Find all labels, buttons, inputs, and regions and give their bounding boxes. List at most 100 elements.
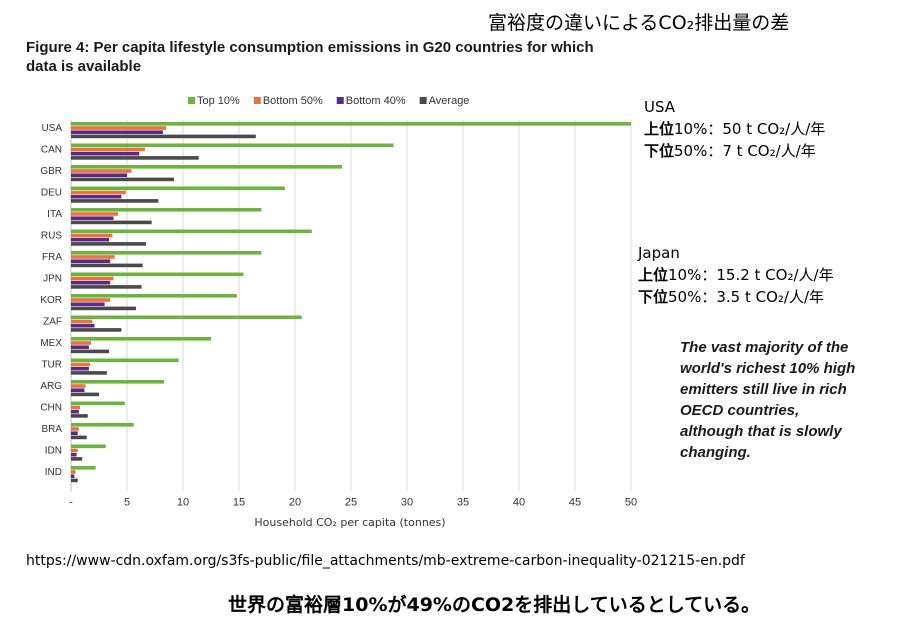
bar-bottom-50- bbox=[71, 470, 76, 474]
bar-average bbox=[71, 156, 199, 160]
x-tick-label: 30 bbox=[401, 497, 413, 509]
bar-top-10- bbox=[71, 358, 179, 363]
bar-top-10- bbox=[71, 186, 285, 191]
bar-top-10- bbox=[71, 315, 302, 320]
bar-top-10- bbox=[71, 444, 106, 449]
x-tick-label: 50 bbox=[625, 497, 637, 509]
bar-top-10- bbox=[71, 337, 211, 341]
y-tick-label: ARG bbox=[40, 381, 62, 392]
usa-note-top: 上位10%：50 t CO₂/人/年 bbox=[644, 118, 825, 140]
y-tick-label: IDN bbox=[45, 446, 62, 457]
chart-legend: Top 10% Bottom 50% Bottom 40% Average bbox=[188, 95, 469, 107]
legend-swatch bbox=[336, 97, 344, 104]
x-tick-label: 25 bbox=[345, 497, 357, 509]
bar-top-10- bbox=[71, 229, 312, 234]
usa-bottom-label: 下位 bbox=[644, 142, 675, 160]
usa-note: USA 上位10%：50 t CO₂/人/年 下位50%：7 t CO₂/人/年 bbox=[644, 96, 825, 162]
quote-annotation: The vast majority of the world's richest… bbox=[680, 339, 856, 461]
bar-bottom-50- bbox=[71, 384, 86, 388]
bar-bottom-40- bbox=[71, 173, 127, 177]
bar-average bbox=[71, 134, 256, 139]
bar-bottom-50- bbox=[71, 448, 78, 453]
japan-note-country: Japan bbox=[638, 244, 680, 262]
bar-bottom-40- bbox=[71, 130, 163, 134]
bar-top-10- bbox=[71, 423, 134, 427]
bar-bottom-40- bbox=[71, 345, 89, 349]
legend-swatch bbox=[253, 97, 261, 104]
bar-bottom-50- bbox=[71, 169, 132, 173]
bar-bottom-40- bbox=[71, 474, 75, 478]
x-tick-label: 35 bbox=[457, 497, 469, 509]
bar-bottom-50- bbox=[71, 427, 79, 431]
y-axis-labels: USA CAN GBR DEU ITA RUS FRA JPN KOR ZAF MEX TUR ARG C… bbox=[40, 123, 62, 478]
legend-label: Top 10% bbox=[197, 95, 240, 107]
bar-bottom-50- bbox=[71, 233, 113, 238]
y-tick-label: CHN bbox=[40, 403, 62, 414]
x-tick-label: 45 bbox=[569, 497, 581, 509]
bar-average bbox=[71, 414, 88, 418]
bar-bottom-40- bbox=[71, 366, 89, 371]
usa-bottom-value: 50%：7 t CO₂/人/年 bbox=[674, 142, 816, 160]
bar-top-10- bbox=[71, 466, 96, 470]
japan-note-bottom: 下位50%：3.5 t CO₂/人/年 bbox=[638, 286, 834, 308]
bar-bottom-50- bbox=[71, 362, 91, 367]
usa-note-bottom: 下位50%：7 t CO₂/人/年 bbox=[644, 140, 825, 162]
bar-bottom-50- bbox=[71, 405, 80, 410]
bar-average bbox=[71, 328, 122, 332]
y-tick-label: IND bbox=[45, 467, 62, 478]
japan-top-value: 10%：15.2 t CO₂/人/年 bbox=[668, 266, 834, 284]
y-tick-label: FRA bbox=[42, 252, 62, 263]
japan-bottom-label: 下位 bbox=[638, 288, 669, 306]
bar-bottom-50- bbox=[71, 298, 111, 302]
bar-bottom-50- bbox=[71, 126, 167, 130]
y-tick-label: USA bbox=[41, 123, 62, 134]
japan-bottom-value: 50%：3.5 t CO₂/人/年 bbox=[668, 288, 825, 306]
bar-bottom-40- bbox=[71, 259, 111, 263]
bar-top-10- bbox=[71, 122, 631, 126]
bar-average bbox=[71, 392, 99, 397]
x-tick-label: 5 bbox=[124, 497, 130, 509]
bar-top-10- bbox=[71, 380, 164, 384]
y-tick-label: CAN bbox=[41, 145, 62, 156]
bar-bottom-40- bbox=[71, 216, 114, 220]
y-tick-label: TUR bbox=[41, 360, 62, 371]
bar-bottom-40- bbox=[71, 151, 140, 156]
usa-top-label: 上位 bbox=[644, 120, 675, 138]
bar-bottom-50- bbox=[71, 276, 114, 281]
x-tick-label: 15 bbox=[233, 497, 245, 509]
bar-average bbox=[71, 263, 143, 268]
y-tick-label: DEU bbox=[41, 188, 62, 199]
legend-label: Average bbox=[429, 95, 470, 107]
bar-average bbox=[71, 242, 147, 246]
bar-bottom-50- bbox=[71, 190, 126, 195]
slide-title: 富裕度の違いによるCO₂排出量の差 bbox=[488, 12, 790, 34]
bar-bottom-40- bbox=[71, 431, 78, 435]
y-tick-label: ZAF bbox=[43, 317, 62, 328]
bar-top-10- bbox=[71, 208, 262, 212]
source-url: https://www-cdn.oxfam.org/s3fs-public/fi… bbox=[26, 553, 745, 569]
japan-note-top: 上位10%：15.2 t CO₂/人/年 bbox=[638, 264, 834, 286]
japan-note: Japan 上位10%：15.2 t CO₂/人/年 下位50%：3.5 t C… bbox=[638, 242, 834, 308]
bar-bottom-40- bbox=[71, 452, 77, 457]
figure-title: Figure 4: Per capita lifestyle consumpti… bbox=[26, 39, 594, 75]
bar-average bbox=[71, 478, 78, 483]
bar-average bbox=[71, 371, 107, 375]
chart-grid bbox=[70, 120, 632, 492]
bar-bottom-40- bbox=[71, 323, 95, 328]
bar-bottom-40- bbox=[71, 237, 110, 242]
x-axis-labels: - 5 10 15 20 25 30 35 40 45 50 bbox=[69, 497, 637, 509]
chart-bars bbox=[71, 122, 631, 483]
x-axis-title: Household CO₂ per capita (tonnes) bbox=[254, 516, 445, 529]
bar-average bbox=[71, 199, 159, 203]
bar-average bbox=[71, 349, 110, 354]
bar-average bbox=[71, 457, 83, 461]
bar-bottom-40- bbox=[71, 194, 122, 199]
y-tick-label: KOR bbox=[40, 295, 62, 306]
bar-average bbox=[71, 306, 136, 311]
bar-top-10- bbox=[71, 272, 244, 277]
summary-text: 世界の富裕層10%が49%のCO2を排出しているとしている。 bbox=[228, 594, 761, 616]
bar-top-10- bbox=[71, 401, 125, 406]
x-tick-label: 10 bbox=[177, 497, 189, 509]
bar-bottom-40- bbox=[71, 280, 111, 285]
